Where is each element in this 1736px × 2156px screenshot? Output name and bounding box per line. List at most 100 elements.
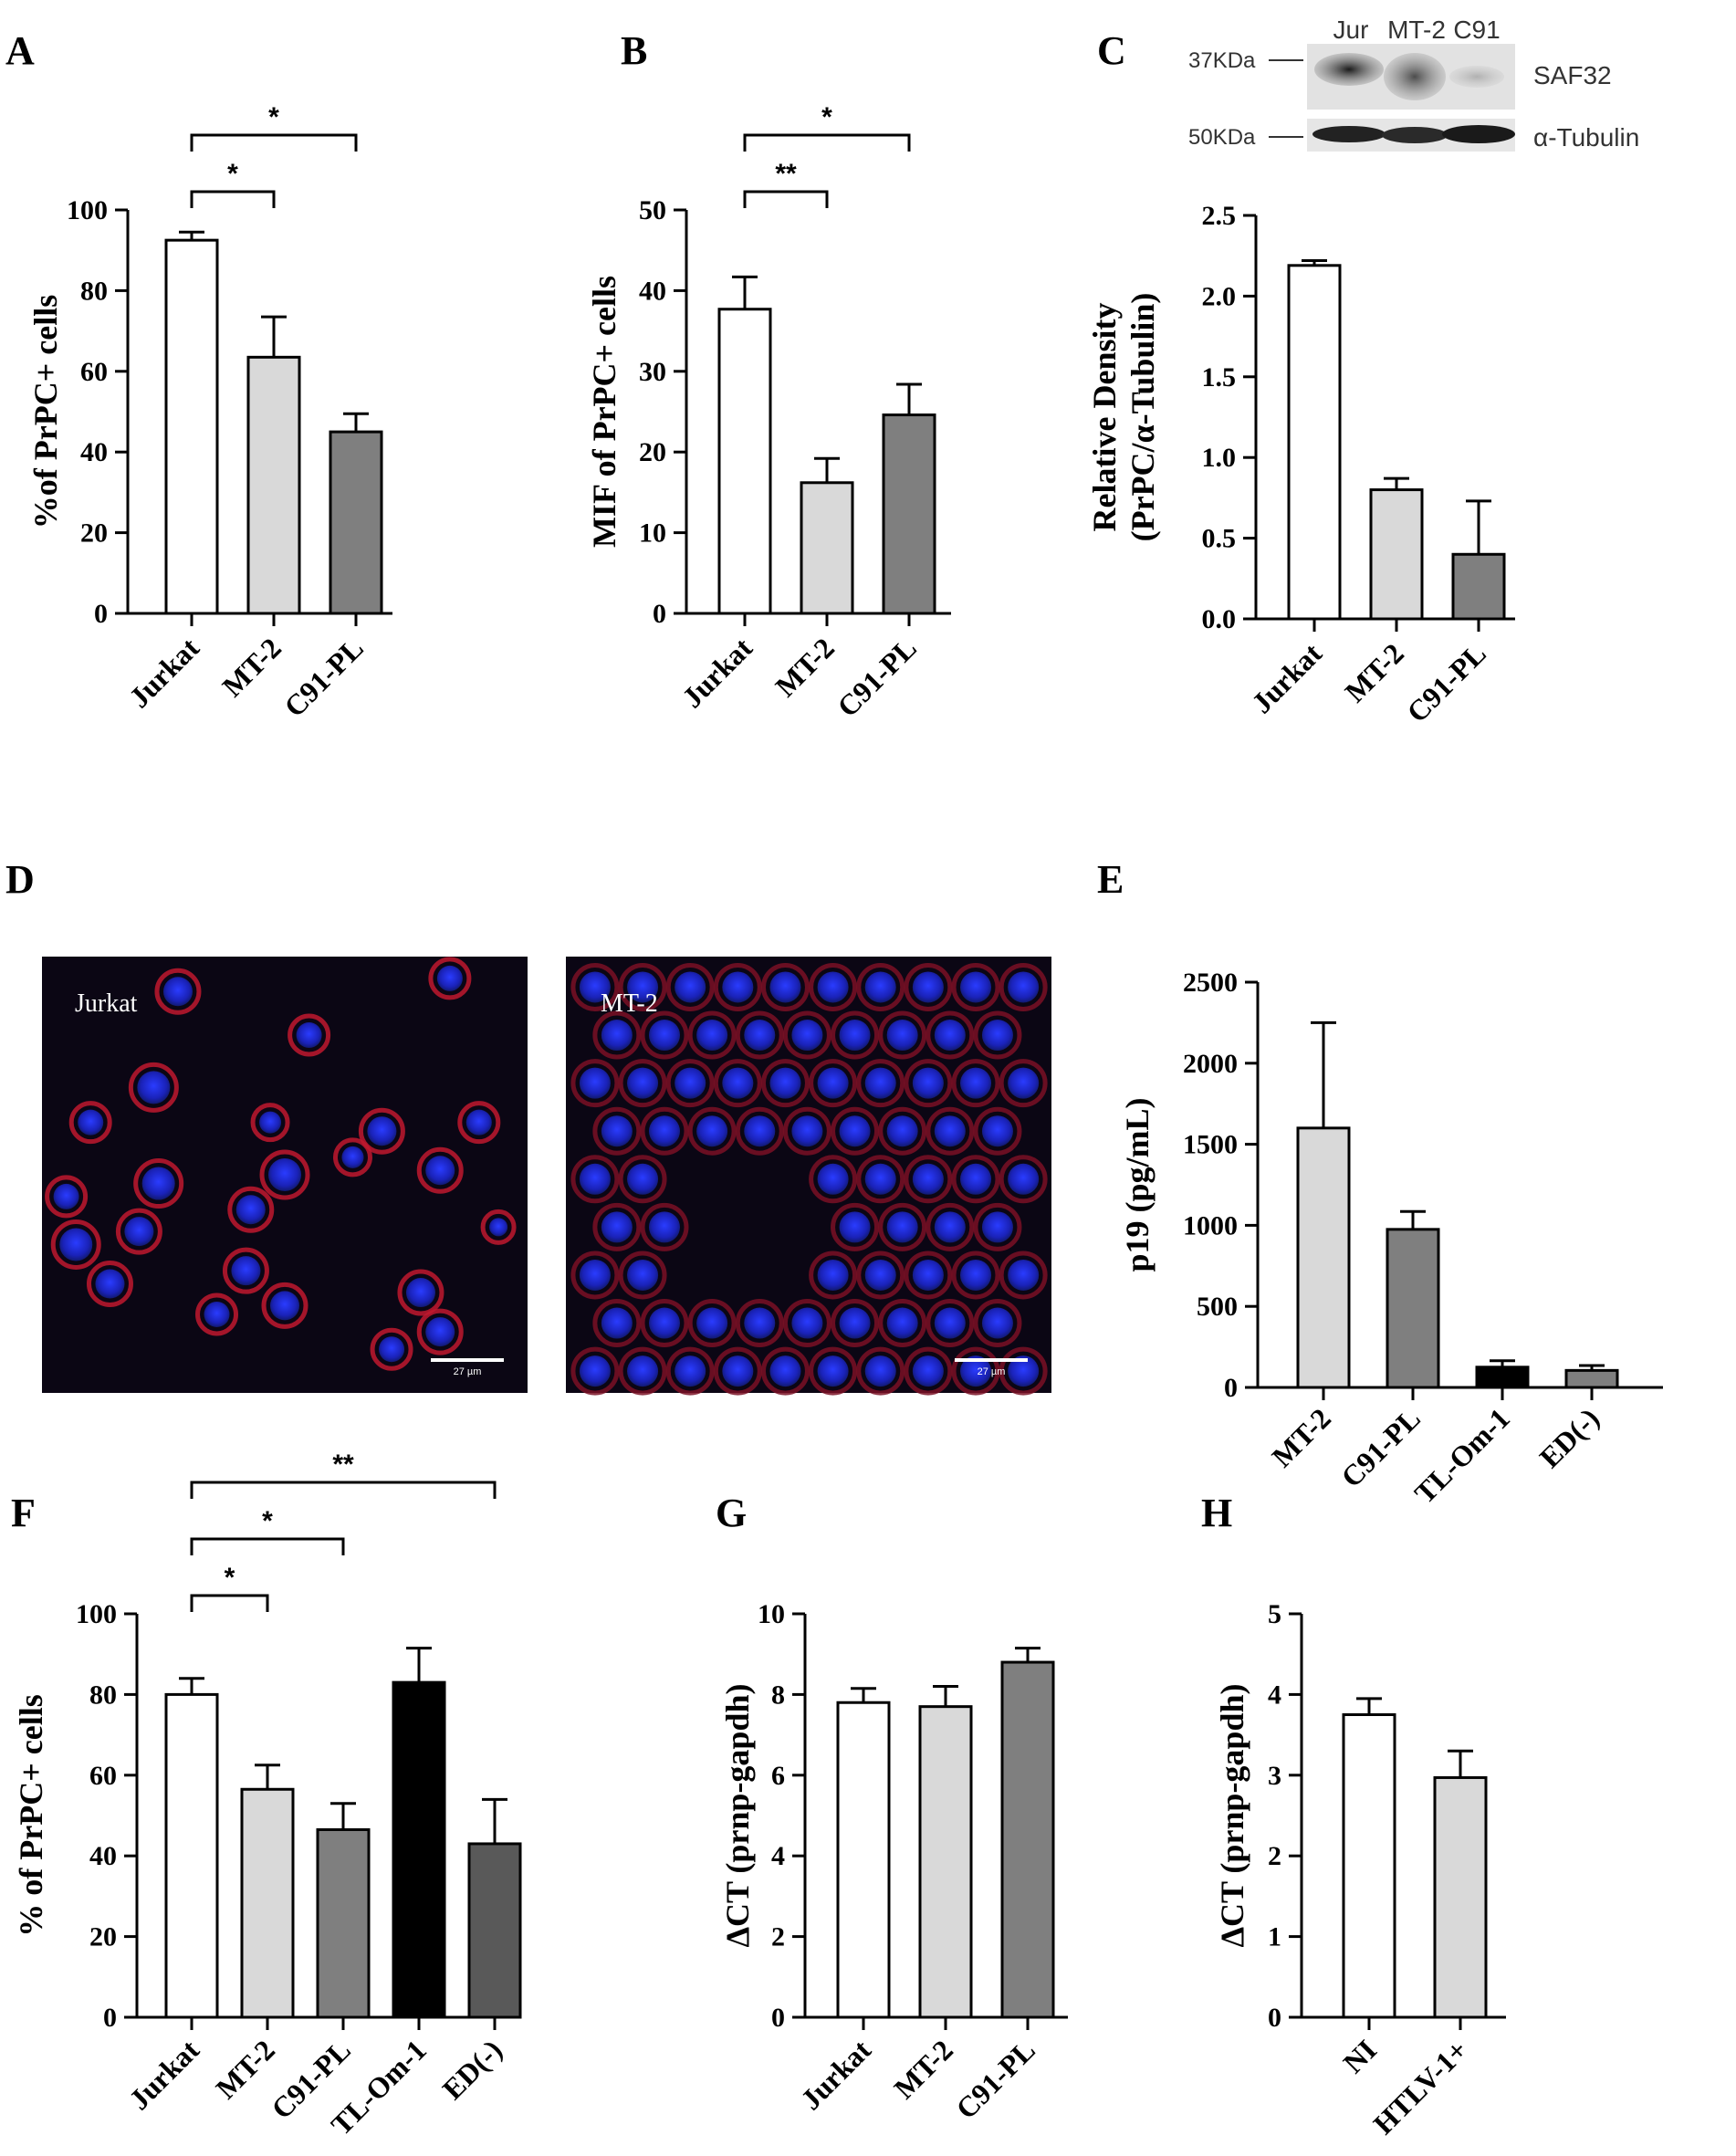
cell-nucleus [465, 1109, 492, 1136]
cell-nucleus [817, 1355, 849, 1387]
x-category-label: C91-PL [1400, 636, 1492, 728]
x-category-label: MT-2 [215, 631, 288, 703]
cell-nucleus [696, 1020, 728, 1052]
cell-membrane [831, 1106, 880, 1156]
cell-nucleus [839, 1115, 871, 1147]
cell-membrane [397, 1269, 444, 1316]
bar [717, 308, 772, 615]
cell-membrane [570, 1346, 620, 1396]
scale-bar-label: 27 µm [454, 1366, 482, 1377]
cell-nucleus [839, 1307, 871, 1339]
cell-nucleus [817, 1163, 849, 1195]
cell-nucleus [934, 1115, 966, 1147]
microscopy-label: MT-2 [601, 989, 658, 1018]
y-axis-label: ΔCT (prnp-gapdh) [719, 1683, 756, 1947]
x-category-label: HTLV-1+ [1366, 2033, 1474, 2140]
cell-nucleus [124, 1217, 154, 1247]
cell-membrane [856, 1155, 905, 1204]
cell-nucleus [627, 1259, 659, 1291]
cell-nucleus [601, 1307, 633, 1339]
cell-nucleus [722, 1067, 754, 1099]
cell-membrane [195, 1293, 239, 1336]
blot-band [1382, 127, 1448, 143]
scale-bar-label: 27 µm [978, 1366, 1006, 1377]
y-tick-label: 2500 [1183, 968, 1238, 998]
cell-membrane [570, 1251, 620, 1300]
cell-membrane [878, 1299, 927, 1348]
cell-nucleus [162, 977, 193, 1007]
y-tick-label: 500 [1197, 1292, 1238, 1322]
cell-membrane [713, 962, 762, 1011]
y-axis-label: % of PrPC+ cells [13, 1694, 49, 1936]
cell-nucleus [204, 1301, 230, 1327]
cell-membrane [68, 1101, 112, 1145]
cell-nucleus [675, 1355, 706, 1387]
panel-label-c: C [1097, 28, 1126, 73]
cell-nucleus [744, 1307, 776, 1339]
cell-nucleus [648, 1115, 680, 1147]
cell-nucleus [791, 1020, 823, 1052]
y-tick-label: 0 [103, 2003, 117, 2033]
cell-membrane [86, 1261, 133, 1307]
x-category-label: Jurkat [1245, 636, 1328, 719]
cell-membrane [128, 1062, 179, 1113]
cell-nucleus [981, 1307, 1013, 1339]
cell-nucleus [1008, 1355, 1040, 1387]
cell-membrane [831, 1299, 880, 1348]
cell-membrane [592, 1106, 642, 1156]
cell-membrane [782, 1106, 831, 1156]
cell-membrane [370, 1327, 413, 1371]
panel-label-h: H [1201, 1491, 1232, 1535]
y-tick-label: 4 [1268, 1680, 1281, 1710]
cell-nucleus [270, 1291, 299, 1321]
cell-nucleus [864, 971, 896, 1003]
cell-membrane [618, 1155, 667, 1204]
cell-membrane [973, 1010, 1022, 1060]
cell-nucleus [864, 1259, 896, 1291]
y-tick-label: 10 [758, 1599, 785, 1629]
blot-band [1442, 125, 1515, 143]
cell-membrane [570, 1155, 620, 1204]
cell-nucleus [886, 1307, 918, 1339]
y-tick-label: 100 [67, 195, 108, 225]
cell-nucleus [912, 1163, 944, 1195]
cell-nucleus [235, 1195, 266, 1225]
cell-nucleus [95, 1269, 125, 1299]
cell-membrane [809, 1251, 858, 1300]
significance-label: * [268, 102, 279, 132]
cell-membrane [999, 962, 1048, 1011]
cell-membrane [227, 1186, 275, 1233]
cell-nucleus [627, 1067, 659, 1099]
panel-label-f: F [11, 1491, 36, 1535]
cell-nucleus [627, 971, 659, 1003]
significance-bracket [190, 1537, 345, 1555]
cell-nucleus [425, 1156, 455, 1186]
x-category-label: C91-PL [1334, 1401, 1427, 1493]
cell-membrane [999, 1346, 1048, 1396]
cell-membrane [831, 1202, 880, 1251]
cell-nucleus [960, 1067, 992, 1099]
panel-label-e: E [1097, 857, 1124, 902]
cell-nucleus [960, 1163, 992, 1195]
cell-membrane [904, 1059, 953, 1108]
cell-membrane [856, 1346, 905, 1396]
cell-membrane [618, 962, 667, 1011]
cell-membrane [973, 1202, 1022, 1251]
cell-membrane [687, 1010, 737, 1060]
x-category-label: Jurkat [794, 2033, 877, 2116]
cell-membrane [831, 1010, 880, 1060]
cell-membrane [951, 1059, 1000, 1108]
x-category-label: C91-PL [831, 631, 923, 723]
cell-membrane [288, 1013, 331, 1057]
y-tick-label: 0.0 [1202, 604, 1237, 634]
significance-label: * [227, 159, 238, 189]
cell-nucleus [1008, 1067, 1040, 1099]
panel-label-a: A [5, 28, 35, 73]
western-blot: Jur MT-2 C91 37KDa 50KDa SAF32 α-Tubulin [1188, 16, 1639, 152]
cell-nucleus [579, 971, 611, 1003]
cell-nucleus [579, 1259, 611, 1291]
cell-membrane [760, 962, 810, 1011]
cell-nucleus [791, 1115, 823, 1147]
panel-label-g: G [716, 1491, 747, 1535]
cell-nucleus [425, 1317, 455, 1347]
